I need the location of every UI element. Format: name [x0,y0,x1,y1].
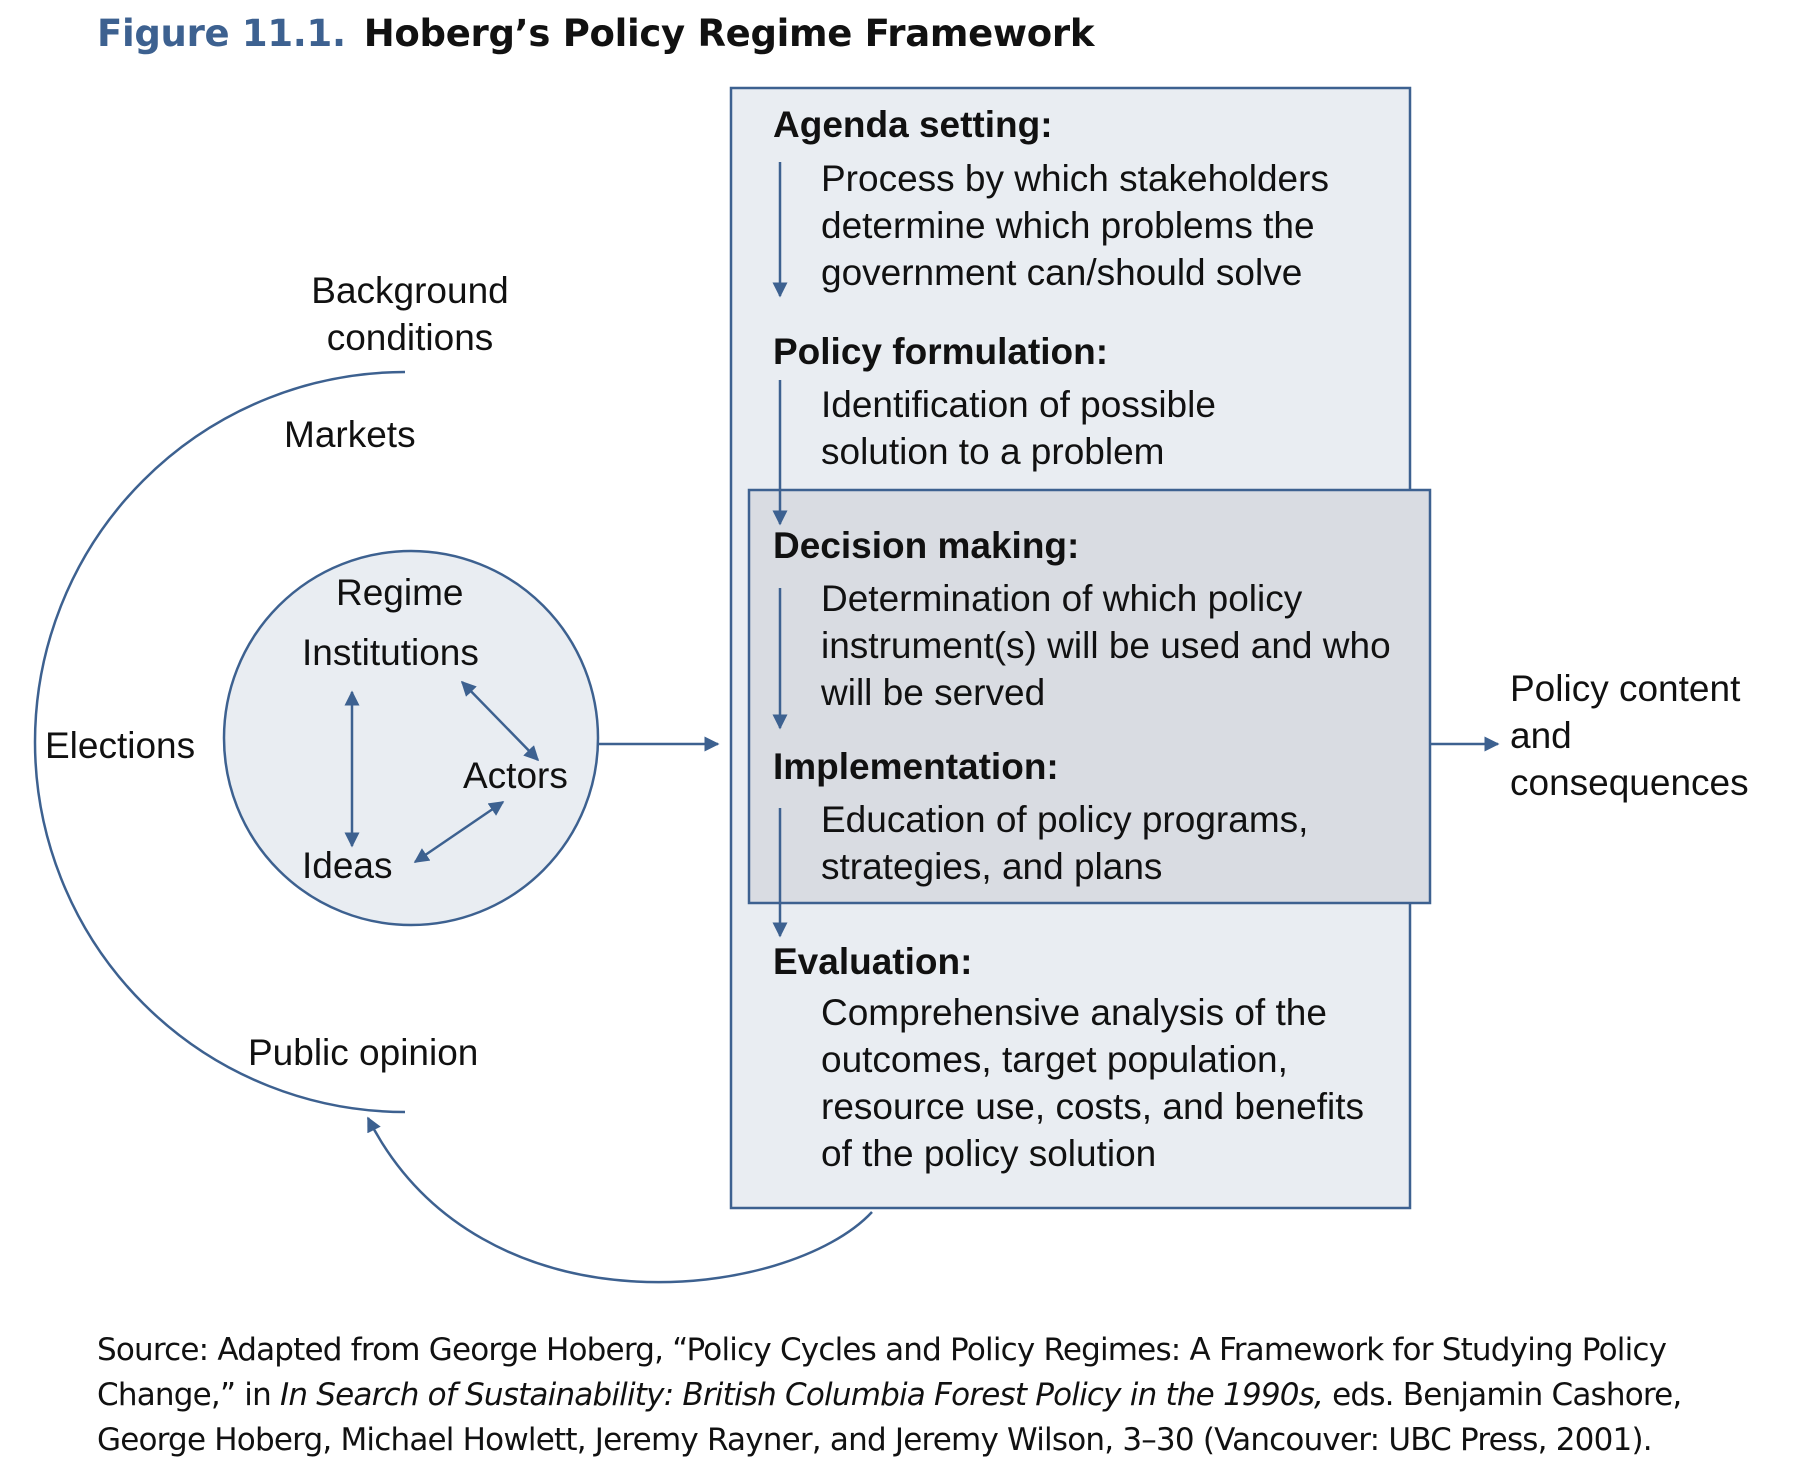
source-note: Source: Adapted from George Hoberg, “Pol… [97,1328,1717,1463]
source-prefix: Source: Adapted from George Hoberg, “Pol… [97,1332,1667,1413]
regime-circle [222,549,600,927]
figure-title: Figure 11.1. Hoberg’s Policy Regime Frame… [97,12,1094,55]
institutions-actors-arrow [460,680,540,762]
policy-formulation-description: Identification of possible solution to a… [821,384,1216,472]
government-box [747,488,1432,905]
decision-making-heading: Decision making: [773,525,1080,566]
policy-formulation-heading: Policy formulation: [773,331,1109,372]
feedback-arrow [366,1116,873,1284]
elections-label: Elections [45,725,196,766]
actors-node: Actors [463,755,568,796]
markets-label: Markets [284,414,416,455]
implementation-description: Education of policy programs, strategies… [821,799,1309,887]
policy-content-label: Policy content and consequences [1510,668,1749,803]
figure-number: Figure 11.1. [97,12,346,55]
agenda-setting-description: Process by which stakeholders determine … [821,158,1329,293]
public-opinion-label: Public opinion [248,1032,479,1073]
ideas-actors-arrow [413,800,505,864]
regime-label: Regime [336,572,464,613]
background-conditions-label: Background conditions [311,270,509,358]
background-conditions-arc [33,370,406,1114]
figure-name: Hoberg’s Policy Regime Framework [363,12,1095,55]
evaluation-heading: Evaluation: [773,941,973,982]
institutions-node: Institutions [302,632,479,673]
evaluation-description: Comprehensive analysis of the outcomes, … [821,992,1364,1174]
source-suffix: eds. Benjamin Cashore, George Hoberg, Mi… [97,1376,1682,1458]
agenda-setting-heading: Agenda setting: [773,104,1053,145]
implementation-heading: Implementation: [773,746,1059,787]
decision-making-description: Determination of which policy instrument… [821,578,1391,713]
source-book-title: In Search of Sustainability: British Col… [279,1376,1324,1413]
ideas-node: Ideas [302,845,393,886]
